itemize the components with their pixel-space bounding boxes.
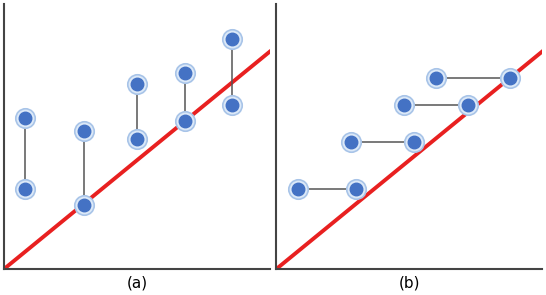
X-axis label: (b): (b) <box>399 276 420 291</box>
X-axis label: (a): (a) <box>126 276 147 291</box>
